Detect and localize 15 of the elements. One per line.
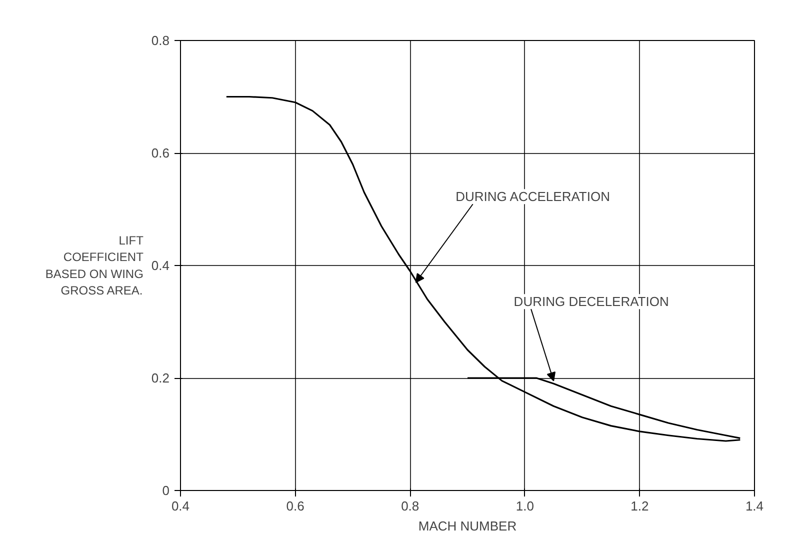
x-axis-title: MACH NUMBER — [418, 518, 517, 534]
y-axis-title: LIFT COEFFICIENT BASED ON WING GROSS AREA. — [45, 233, 144, 298]
x-tick-label: 0.8 — [401, 498, 420, 514]
y-tick-label: 0.2 — [151, 370, 170, 386]
annotation: DURING DECELERATION — [514, 294, 669, 310]
y-tick-label: 0.4 — [151, 258, 170, 273]
x-tick-label: 1.0 — [516, 498, 534, 514]
annotation: DURING ACCELERATION — [456, 189, 610, 204]
x-tick-label: 1.2 — [630, 498, 649, 514]
y-tick-label: 0.6 — [151, 146, 170, 160]
x-tick-label: 0.4 — [171, 498, 190, 514]
y-tick-label: 0 — [162, 483, 170, 498]
y-tick-label: 0.8 — [151, 33, 170, 48]
x-tick-label: 1.4 — [745, 498, 764, 514]
x-tick-label: 0.6 — [286, 498, 304, 514]
